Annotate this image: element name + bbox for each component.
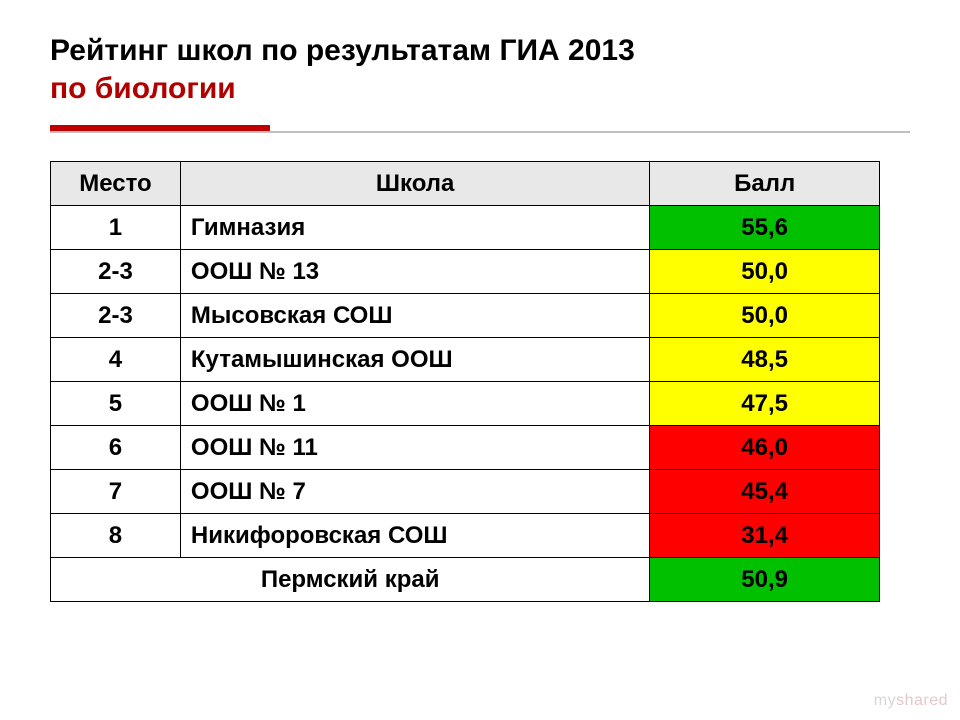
cell-region-score: 50,9 — [650, 558, 880, 602]
rating-table: Место Школа Балл 1Гимназия55,62-3ООШ № 1… — [50, 161, 880, 602]
cell-score: 31,4 — [650, 514, 880, 558]
slide-title: Рейтинг школ по результатам ГИА 2013 по … — [50, 32, 910, 107]
cell-school: Мысовская СОШ — [180, 294, 649, 338]
cell-school: ООШ № 13 — [180, 250, 649, 294]
table-row: 6ООШ № 1146,0 — [51, 426, 880, 470]
watermark: myshared — [874, 692, 948, 710]
table-row: 2-3ООШ № 1350,0 — [51, 250, 880, 294]
table-row: 2-3Мысовская СОШ50,0 — [51, 294, 880, 338]
cell-score: 45,4 — [650, 470, 880, 514]
cell-place: 2-3 — [51, 250, 181, 294]
cell-score: 50,0 — [650, 250, 880, 294]
cell-score: 47,5 — [650, 382, 880, 426]
cell-place: 7 — [51, 470, 181, 514]
watermark-part1: my — [874, 692, 896, 709]
cell-school: ООШ № 11 — [180, 426, 649, 470]
cell-place: 8 — [51, 514, 181, 558]
table-row: 5ООШ № 147,5 — [51, 382, 880, 426]
cell-score: 50,0 — [650, 294, 880, 338]
title-divider — [50, 125, 910, 133]
cell-school: Кутамышинская ООШ — [180, 338, 649, 382]
table-footer-row: Пермский край50,9 — [51, 558, 880, 602]
col-header-place: Место — [51, 162, 181, 206]
cell-score: 46,0 — [650, 426, 880, 470]
table-header-row: Место Школа Балл — [51, 162, 880, 206]
title-line-2: по биологии — [50, 72, 236, 105]
cell-place: 2-3 — [51, 294, 181, 338]
cell-score: 55,6 — [650, 206, 880, 250]
cell-school: ООШ № 1 — [180, 382, 649, 426]
cell-place: 5 — [51, 382, 181, 426]
cell-region: Пермский край — [51, 558, 650, 602]
col-header-score: Балл — [650, 162, 880, 206]
cell-score: 48,5 — [650, 338, 880, 382]
table-row: 8Никифоровская СОШ31,4 — [51, 514, 880, 558]
cell-place: 6 — [51, 426, 181, 470]
table-row: 4Кутамышинская ООШ48,5 — [51, 338, 880, 382]
table-row: 1Гимназия55,6 — [51, 206, 880, 250]
cell-place: 1 — [51, 206, 181, 250]
cell-school: Гимназия — [180, 206, 649, 250]
watermark-part2: shared — [896, 692, 948, 709]
cell-school: Никифоровская СОШ — [180, 514, 649, 558]
table-row: 7ООШ № 745,4 — [51, 470, 880, 514]
divider-gray — [50, 131, 910, 133]
cell-school: ООШ № 7 — [180, 470, 649, 514]
col-header-school: Школа — [180, 162, 649, 206]
cell-place: 4 — [51, 338, 181, 382]
title-line-1: Рейтинг школ по результатам ГИА 2013 — [50, 34, 635, 67]
